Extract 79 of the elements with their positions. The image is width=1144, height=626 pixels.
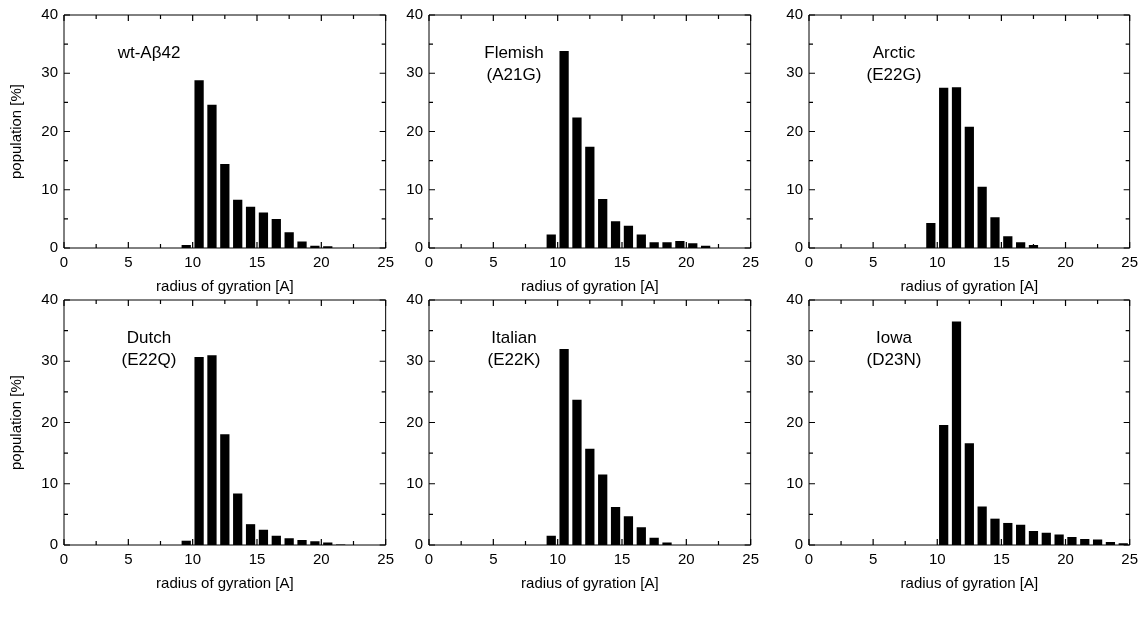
x-tick-label: 25: [377, 550, 394, 568]
y-tick-label: 10: [786, 473, 803, 491]
y-tick-label: 30: [786, 351, 803, 369]
x-axis-title: radius of gyration [A]: [156, 277, 294, 295]
y-tick-label: 0: [794, 238, 803, 256]
y-tick-label: 0: [794, 535, 803, 553]
annotation: (E22G): [866, 65, 922, 85]
y-tick-label: 20: [786, 412, 803, 430]
x-axis-title: radius of gyration [A]: [900, 277, 1039, 295]
y-tick-label: 30: [41, 63, 58, 81]
annotation: Flemish: [484, 43, 544, 63]
annotation: Dutch: [126, 328, 172, 348]
x-tick-label: 15: [248, 550, 266, 568]
x-axis-title: radius of gyration [A]: [156, 574, 294, 592]
y-tick-label: 20: [406, 412, 423, 430]
x-axis-title: radius of gyration [A]: [521, 277, 659, 295]
y-tick-label: 20: [786, 121, 803, 139]
y-tick-label: 40: [41, 5, 58, 23]
x-tick-label: 25: [1121, 253, 1138, 271]
x-tick-label: 15: [993, 253, 1010, 271]
annotation: wt-Aβ42: [116, 43, 181, 63]
y-tick-label: 20: [41, 121, 58, 139]
x-tick-label: 5: [124, 550, 133, 568]
y-tick-label: 40: [786, 5, 803, 23]
annotation: Italian: [491, 328, 537, 348]
x-tick-label: 25: [377, 253, 394, 271]
x-tick-label: 5: [489, 550, 498, 568]
x-tick-label: 10: [549, 550, 567, 568]
y-tick-label: 40: [41, 290, 58, 308]
x-tick-label: 10: [928, 253, 946, 271]
x-tick-label: 25: [1121, 550, 1138, 568]
y-axis-title: population [%]: [7, 83, 25, 180]
x-axis-title: radius of gyration [A]: [521, 574, 659, 592]
y-tick-label: 20: [41, 412, 58, 430]
x-tick-label: 20: [677, 253, 695, 271]
y-tick-label: 10: [786, 179, 803, 197]
y-tick-label: 40: [406, 5, 423, 23]
annotation: (D23N): [866, 350, 922, 370]
x-tick-label: 15: [248, 253, 266, 271]
x-tick-label: 20: [677, 550, 695, 568]
x-tick-label: 25: [742, 550, 759, 568]
y-tick-label: 30: [41, 351, 58, 369]
y-tick-label: 20: [406, 121, 423, 139]
x-tick-label: 25: [742, 253, 759, 271]
x-tick-label: 20: [1057, 253, 1074, 271]
annotation: (A21G): [486, 65, 542, 85]
y-tick-label: 30: [406, 351, 423, 369]
x-tick-label: 15: [993, 550, 1010, 568]
annotation: Iowa: [876, 328, 913, 348]
y-tick-label: 0: [49, 535, 58, 553]
x-axis-title: radius of gyration [A]: [900, 574, 1039, 592]
y-tick-label: 10: [406, 179, 423, 197]
y-tick-label: 10: [406, 473, 423, 491]
x-tick-label: 10: [184, 253, 202, 271]
y-tick-label: 0: [49, 238, 58, 256]
x-tick-label: 10: [549, 253, 567, 271]
x-tick-label: 5: [489, 253, 498, 271]
y-tick-label: 40: [406, 290, 423, 308]
y-tick-label: 40: [786, 290, 803, 308]
annotation: Arctic: [872, 43, 916, 63]
x-tick-label: 5: [124, 253, 133, 271]
y-tick-label: 30: [406, 63, 423, 81]
annotation: (E22K): [487, 350, 541, 370]
y-tick-label: 10: [41, 179, 58, 197]
x-tick-label: 15: [613, 550, 631, 568]
x-tick-label: 15: [613, 253, 631, 271]
y-tick-label: 30: [786, 63, 803, 81]
annotation: (E22Q): [121, 350, 177, 370]
x-tick-label: 10: [928, 550, 946, 568]
y-tick-label: 10: [41, 473, 58, 491]
x-tick-label: 20: [312, 253, 330, 271]
x-tick-label: 20: [312, 550, 330, 568]
x-tick-label: 10: [184, 550, 202, 568]
y-tick-label: 0: [414, 238, 423, 256]
x-tick-label: 20: [1057, 550, 1074, 568]
x-tick-label: 5: [868, 253, 878, 271]
y-axis-title: population [%]: [7, 374, 25, 471]
x-tick-label: 5: [868, 550, 878, 568]
y-tick-label: 0: [414, 535, 423, 553]
